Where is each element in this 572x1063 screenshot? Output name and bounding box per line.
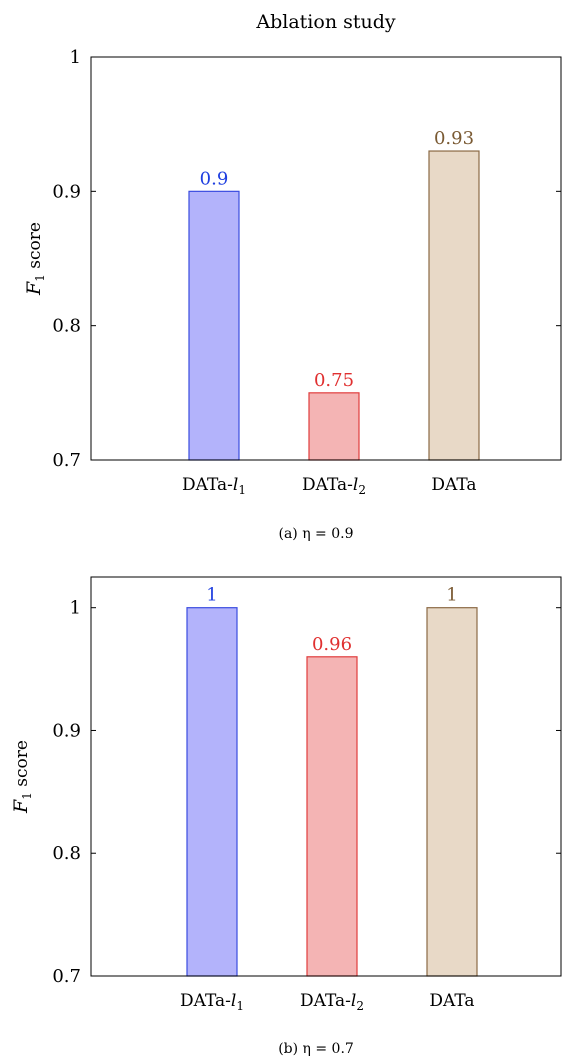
plot-frame	[90, 576, 562, 977]
y-axis-label: F1 score	[23, 222, 47, 296]
data-label: 0.75	[314, 370, 354, 391]
bar-data	[426, 607, 478, 977]
bar-data	[428, 150, 480, 461]
category-label: DATa-l1	[182, 475, 246, 497]
y-tick-label: 1	[70, 47, 81, 68]
y-tick-label: 0.7	[52, 966, 81, 987]
chart-title: Ablation study	[255, 11, 396, 33]
bar-data-l2	[306, 656, 358, 977]
y-tick-label: 0.7	[52, 450, 81, 471]
bar-data-l1	[188, 190, 240, 461]
chart-panel-a: Ablation study 0.9 DATa-l1 0.75 DATa-l2 0.93 D…	[23, 11, 562, 542]
category-label: DATa-l2	[302, 475, 366, 497]
y-tick-label: 0.9	[52, 181, 81, 202]
figure-caption: (b) η = 0.7	[278, 1041, 354, 1057]
y-tick-label: 0.9	[52, 720, 81, 741]
category-label: DATa	[429, 991, 474, 1011]
category-label: DATa	[431, 475, 476, 495]
y-tick-label: 0.8	[52, 316, 81, 337]
plot-frame	[90, 56, 562, 461]
y-axis-label: F1 score	[10, 740, 34, 814]
category-label: DATa-l2	[300, 991, 364, 1013]
category-label: DATa-l1	[180, 991, 244, 1013]
data-label: 0.93	[434, 128, 474, 149]
chart-panel-b: 1 DATa-l1 0.96 DATa-l2 1 DATa 0.7 0.8 0.9 1 F1 sco…	[10, 576, 562, 1057]
data-label: 0.9	[200, 168, 229, 189]
data-label: 1	[206, 585, 217, 606]
y-tick-label: 1	[70, 598, 81, 619]
data-label: 1	[446, 585, 457, 606]
y-tick-label: 0.8	[52, 843, 81, 864]
figure-caption: (a) η = 0.9	[278, 526, 353, 542]
bar-data-l1	[186, 607, 238, 977]
data-label: 0.96	[312, 634, 352, 655]
bar-data-l2	[308, 392, 360, 461]
